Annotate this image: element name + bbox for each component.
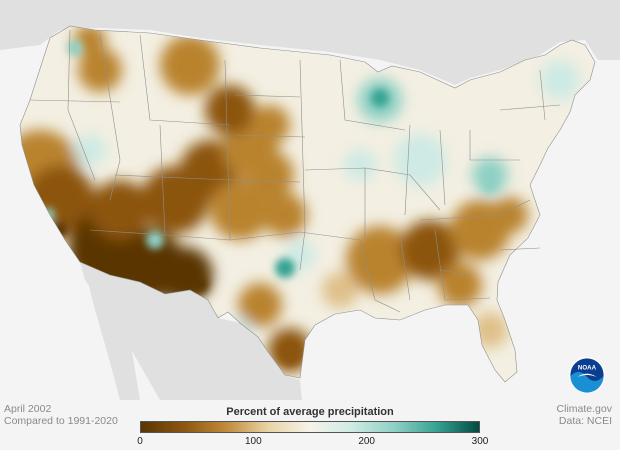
dry-blob bbox=[210, 180, 270, 240]
dry-blob bbox=[90, 180, 150, 240]
legend-color-bar bbox=[140, 421, 480, 433]
wet-spot bbox=[482, 177, 498, 193]
wet-blob bbox=[472, 157, 508, 193]
noaa-logo: NOAA bbox=[568, 356, 606, 394]
footer-left: April 2002 Compared to 1991-2020 bbox=[4, 403, 118, 427]
wet-blob bbox=[394, 134, 446, 186]
wet-blob bbox=[344, 149, 376, 181]
dry-spot bbox=[280, 345, 300, 365]
wet-spot bbox=[67, 40, 83, 56]
dry-spot bbox=[192, 277, 208, 293]
legend-tick-0: 0 bbox=[137, 436, 143, 447]
state-line bbox=[224, 59, 231, 241]
state-line bbox=[234, 94, 301, 98]
logo-bird bbox=[577, 373, 597, 377]
state-line bbox=[499, 104, 561, 111]
wet-blob bbox=[74, 134, 106, 166]
wet-blob bbox=[540, 60, 580, 100]
source-credit: Climate.gov bbox=[556, 403, 612, 415]
state-line bbox=[139, 34, 231, 126]
state-line bbox=[164, 231, 361, 241]
precipitation-field bbox=[20, 26, 595, 382]
baseline-period: Compared to 1991-2020 bbox=[4, 415, 118, 427]
dry-blob bbox=[322, 272, 358, 308]
dry-blob bbox=[263, 193, 307, 237]
state-line bbox=[439, 129, 446, 206]
state-line bbox=[339, 59, 406, 131]
neighbor-land bbox=[0, 0, 620, 400]
map-area bbox=[0, 0, 620, 400]
dry-blob bbox=[400, 220, 460, 280]
dry-blob bbox=[246, 151, 294, 199]
state-line bbox=[469, 130, 520, 161]
map-period: April 2002 bbox=[4, 403, 52, 415]
state-line bbox=[99, 34, 121, 201]
state-line bbox=[234, 134, 306, 138]
dry-blob bbox=[205, 85, 255, 135]
legend-tick-100: 100 bbox=[244, 436, 262, 447]
dry-blob bbox=[472, 312, 508, 348]
canada-land bbox=[0, 0, 620, 85]
legend-tick-300: 300 bbox=[471, 436, 489, 447]
state-line bbox=[434, 229, 491, 301]
precipitation-map bbox=[0, 0, 620, 400]
dry-spot bbox=[52, 222, 68, 238]
wet-spot bbox=[146, 231, 164, 249]
dry-blob bbox=[346, 226, 414, 294]
state-line bbox=[359, 239, 401, 313]
wet-spot bbox=[275, 258, 295, 278]
state-line bbox=[299, 59, 306, 271]
logo-label: NOAA bbox=[578, 364, 597, 371]
state-borders bbox=[19, 25, 596, 383]
state-line bbox=[114, 174, 301, 183]
state-line bbox=[539, 69, 546, 121]
state-line bbox=[499, 247, 541, 251]
legend-title: Percent of average precipitation bbox=[226, 406, 394, 418]
state-line bbox=[399, 234, 411, 301]
baja-peninsula bbox=[85, 270, 140, 400]
legend-tick-200: 200 bbox=[358, 436, 375, 447]
state-line bbox=[404, 124, 411, 216]
dry-blob bbox=[438, 263, 482, 307]
state-line bbox=[439, 269, 471, 276]
dry-blob bbox=[238, 283, 282, 327]
wet-spot bbox=[371, 89, 389, 107]
state-line bbox=[29, 99, 121, 103]
state-line bbox=[364, 167, 441, 211]
dry-blob bbox=[160, 35, 220, 95]
data-credit: Data: NCEI bbox=[558, 415, 612, 427]
state-line bbox=[419, 199, 531, 221]
dry-blob bbox=[250, 105, 290, 145]
dry-blob bbox=[492, 197, 528, 233]
state-line bbox=[67, 29, 96, 181]
footer-right: Climate.gov Data: NCEI bbox=[557, 403, 612, 427]
mexico-land bbox=[80, 262, 302, 400]
logo-wave bbox=[570, 371, 604, 393]
dry-blob bbox=[78, 48, 122, 92]
